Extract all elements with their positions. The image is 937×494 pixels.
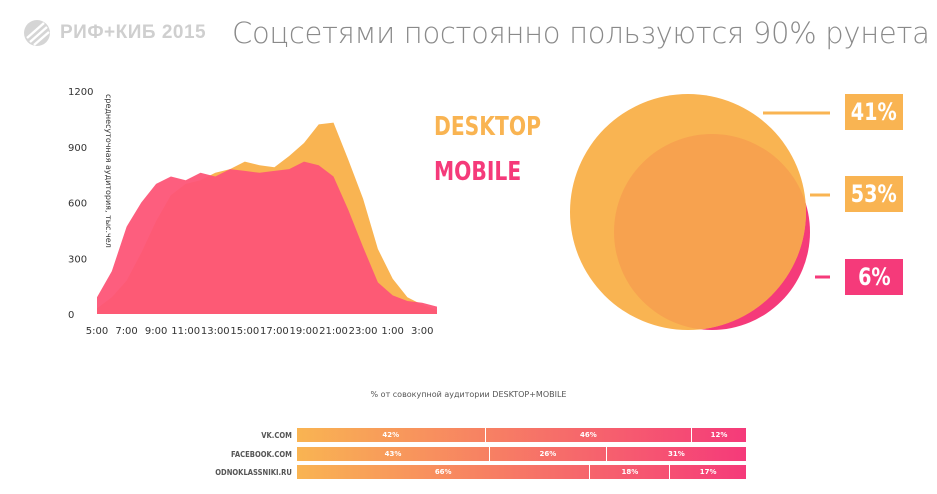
pct-box-both: 53% <box>845 176 903 212</box>
y-tick-label: 300 <box>68 254 87 265</box>
venn-diagram <box>570 94 830 330</box>
x-tick-label: 19:00 <box>290 326 319 337</box>
x-tick-label: 17:00 <box>260 326 289 337</box>
area-series-mobile <box>97 161 437 314</box>
y-tick-label: 0 <box>68 310 74 321</box>
logo-globe-icon <box>24 20 50 46</box>
bar-segment: 42% <box>297 428 486 442</box>
bar-row-label: VK.COM <box>261 430 292 440</box>
page-title: Соцсетями постоянно пользуются 90% рунет… <box>232 16 930 50</box>
bar-segment: 46% <box>485 428 693 442</box>
bar-segment: 26% <box>490 447 607 461</box>
x-tick-label: 1:00 <box>381 326 403 337</box>
x-tick-label: 5:00 <box>86 326 108 337</box>
pct-label-mobile-only: 6% <box>857 263 891 291</box>
pct-label-both: 53% <box>851 180 897 208</box>
x-tick-label: 15:00 <box>230 326 259 337</box>
bar-segment: 66% <box>297 465 591 479</box>
bar-row-label: ODNOKLASSNIKI.RU <box>215 467 292 477</box>
legend-desktop: DESKTOP <box>434 112 541 142</box>
x-tick-label: 11:00 <box>171 326 200 337</box>
bar-segment: 17% <box>670 465 746 479</box>
bar-row: FACEBOOK.COM 43% 26% 31% <box>190 447 746 461</box>
y-tick-label: 1200 <box>68 87 93 98</box>
bars-title: % от совокупной аудитории DESKTOP+MOBILE <box>370 390 567 399</box>
x-tick-label: 3:00 <box>411 326 433 337</box>
x-tick-label: 7:00 <box>115 326 137 337</box>
pct-box-desktop-only: 41% <box>845 94 903 130</box>
bar-row: ODNOKLASSNIKI.RU 66% 18% 17% <box>190 465 746 479</box>
bar-track: 66% 18% 17% <box>297 465 746 479</box>
y-axis-label: среднесуточная аудитория, тыс.чел <box>104 94 113 248</box>
logo-text: РИФ+КИБ 2015 <box>60 22 207 43</box>
bar-row-label: FACEBOOK.COM <box>230 449 292 459</box>
bar-row: VK.COM 42% 46% 12% <box>190 428 746 442</box>
y-tick-label: 600 <box>68 199 87 210</box>
bar-segment: 12% <box>692 428 746 442</box>
x-tick-label: 21:00 <box>319 326 348 337</box>
x-tick-label: 9:00 <box>145 326 167 337</box>
y-tick-label: 900 <box>68 143 87 154</box>
bar-track: 42% 46% 12% <box>297 428 746 442</box>
bar-segment: 43% <box>297 447 491 461</box>
bar-segment: 31% <box>606 447 746 461</box>
area-chart: 0 300 600 900 1200 среднесуточная аудитория, … <box>68 87 437 337</box>
venn-overlap <box>614 134 806 330</box>
logo: РИФ+КИБ 2015 <box>22 18 206 48</box>
x-tick-label: 23:00 <box>349 326 378 337</box>
legend-mobile: MOBILE <box>434 157 522 187</box>
pct-label-desktop-only: 41% <box>851 98 897 126</box>
bar-track: 43% 26% 31% <box>297 447 746 461</box>
pct-box-mobile-only: 6% <box>845 259 903 295</box>
bar-segment: 18% <box>590 465 671 479</box>
x-tick-label: 13:00 <box>201 326 230 337</box>
